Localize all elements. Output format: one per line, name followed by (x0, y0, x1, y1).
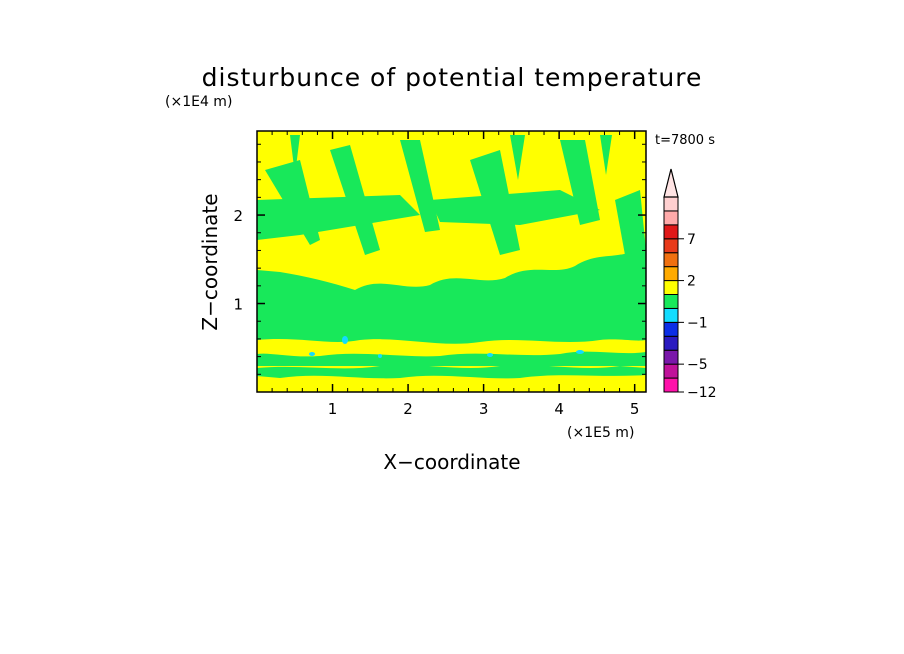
colorbar-level (663, 294, 679, 309)
chart-title: disturbunce of potential temperature (202, 63, 703, 92)
colorbar-level (663, 307, 679, 323)
plot-frame (256, 130, 647, 393)
colorbar-level (663, 280, 679, 296)
field-near-surface-green-band (257, 365, 646, 379)
colorbar-level (663, 335, 679, 351)
x-axis-label: X−coordinate (383, 450, 520, 474)
x-tick-label: 5 (630, 400, 640, 418)
field-lower-yellow-band (257, 339, 646, 357)
colorbar-level (663, 266, 679, 282)
colorbar: 7 2 −1 −5 −12 (663, 168, 717, 401)
colorbar-level (663, 349, 679, 365)
colorbar-label: 7 (687, 232, 696, 248)
x-axis: 1 2 3 4 5 (271, 131, 640, 418)
colorbar-level (663, 196, 679, 212)
time-label: t=7800 s (655, 133, 715, 148)
x-tick-label: 1 (328, 400, 338, 418)
colorbar-level (663, 210, 679, 226)
colorbar-level (663, 224, 679, 240)
field-cyan-spots (309, 336, 584, 358)
colorbar-label: 2 (687, 274, 696, 290)
colorbar-level (663, 238, 679, 254)
colorbar-level (663, 377, 679, 393)
colorbar-level (663, 252, 679, 268)
y-unit-label: (×1E4 m) (165, 94, 232, 110)
colorbar-label: −5 (687, 357, 708, 373)
colorbar-label: −1 (687, 315, 708, 331)
field-upper-streaks (257, 135, 646, 255)
y-tick-label: 1 (233, 296, 243, 314)
colorbar-extend-arrow (663, 168, 679, 198)
colorbar-level (663, 321, 679, 337)
x-tick-label: 2 (403, 400, 413, 418)
x-tick-label: 4 (554, 400, 564, 418)
y-axis-label: Z−coordinate (198, 193, 222, 330)
x-unit-label: (×1E5 m) (567, 425, 634, 441)
colorbar-label: −12 (687, 385, 717, 401)
plot-field (257, 131, 646, 392)
colorbar-level (663, 363, 679, 379)
x-tick-label: 3 (479, 400, 489, 418)
y-axis: 12 (233, 143, 646, 375)
y-tick-label: 2 (233, 207, 243, 225)
